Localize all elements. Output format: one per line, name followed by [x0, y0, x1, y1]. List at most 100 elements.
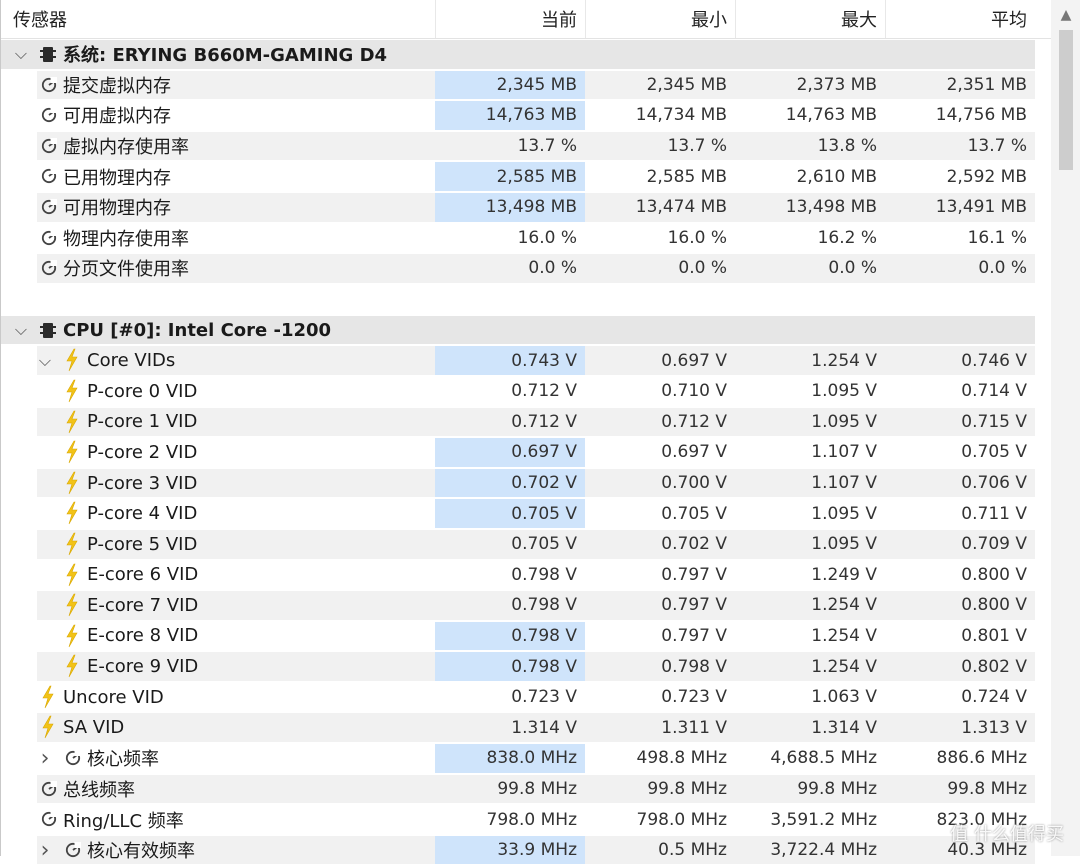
- voltage-bolt-icon: [41, 685, 55, 709]
- column-header-max[interactable]: 最大: [735, 0, 885, 38]
- sensor-row[interactable]: Uncore VID 0.723 V 0.723 V 1.063 V 0.724 V: [1, 682, 1051, 713]
- column-header-sensor[interactable]: 传感器: [13, 10, 67, 31]
- max-value: 2,610 MB: [796, 166, 877, 187]
- current-value: 798.0 MHz: [486, 809, 577, 830]
- current-value: 13.7 %: [517, 136, 577, 157]
- current-value: 0.697 V: [511, 442, 577, 463]
- row-stripe: [37, 713, 1035, 743]
- gauge-icon: [41, 168, 58, 184]
- current-value: 33.9 MHz: [497, 840, 577, 861]
- current-value: 0.723 V: [511, 687, 577, 708]
- max-value: 4,688.5 MHz: [770, 748, 877, 769]
- current-value-highlight: [435, 346, 585, 375]
- sensor-label: Ring/LLC 频率: [63, 810, 184, 832]
- scroll-up-arrow-icon[interactable]: ▲: [1060, 7, 1072, 23]
- voltage-bolt-icon: [65, 379, 79, 403]
- current-value: 0.798 V: [511, 564, 577, 585]
- gauge-icon: [41, 198, 58, 215]
- sensor-label: E-core 7 VID: [87, 594, 199, 616]
- sensor-row[interactable]: Ring/LLC 频率 798.0 MHz 798.0 MHz 3,591.2 MHz…: [1, 804, 1051, 835]
- sensor-row[interactable]: P-core 0 VID 0.712 V 0.710 V 1.095 V 0.714 V: [1, 376, 1051, 407]
- group-header-row[interactable]: ⌵ 系统: ERYING B660M-GAMING D4: [1, 39, 1051, 70]
- sensor-row[interactable]: 总线频率 99.8 MHz 99.8 MHz 99.8 MHz 99.8 MHz: [1, 774, 1051, 805]
- column-header-min[interactable]: 最小: [585, 0, 735, 38]
- max-value: 1.314 V: [811, 717, 877, 738]
- min-value: 0.697 V: [661, 442, 727, 463]
- sensor-label: 提交虚拟内存: [63, 75, 171, 97]
- sensor-row[interactable]: 提交虚拟内存 2,345 MB 2,345 MB 2,373 MB 2,351 MB: [1, 70, 1051, 101]
- voltage-bolt-icon: [65, 440, 79, 464]
- sensor-row[interactable]: P-core 2 VID 0.697 V 0.697 V 1.107 V 0.705 V: [1, 437, 1051, 468]
- column-header-current[interactable]: 当前: [435, 0, 585, 38]
- avg-value: 0.0 %: [978, 258, 1027, 279]
- scrollbar-thumb[interactable]: [1059, 30, 1073, 170]
- current-value-highlight: [435, 621, 585, 651]
- group-spacer: [1, 284, 1051, 315]
- sensor-row[interactable]: 可用物理内存 13,498 MB 13,474 MB 13,498 MB 13,491 …: [1, 192, 1051, 223]
- sensor-row[interactable]: E-core 7 VID 0.798 V 0.797 V 1.254 V 0.800 V: [1, 590, 1051, 621]
- sensor-row[interactable]: 分页文件使用率 0.0 % 0.0 % 0.0 % 0.0 %: [1, 253, 1051, 284]
- vertical-scrollbar[interactable]: ▲: [1051, 0, 1080, 856]
- chevron-right-icon[interactable]: ›: [40, 837, 50, 863]
- chevron-right-icon[interactable]: ›: [40, 745, 50, 771]
- watermark: 值 什么值得买: [950, 824, 1064, 845]
- min-value: 14,734 MB: [635, 105, 727, 126]
- group-row-background: [1, 40, 1035, 69]
- sensor-row[interactable]: 已用物理内存 2,585 MB 2,585 MB 2,610 MB 2,592 MB: [1, 161, 1051, 192]
- min-value: 2,585 MB: [646, 166, 727, 187]
- sensor-label: Core VIDs: [87, 350, 176, 372]
- sensor-row[interactable]: › 核心有效频率 33.9 MHz 0.5 MHz 3,722.4 MHz 40.3 MH…: [1, 835, 1051, 865]
- min-value: 0.798 V: [661, 656, 727, 677]
- max-value: 3,722.4 MHz: [770, 840, 877, 861]
- min-value: 498.8 MHz: [636, 748, 727, 769]
- sensor-row[interactable]: E-core 8 VID 0.798 V 0.797 V 1.254 V 0.801 V: [1, 621, 1051, 652]
- current-value: 838.0 MHz: [486, 748, 577, 769]
- chevron-down-icon[interactable]: ⌵: [38, 350, 52, 370]
- avg-value: 0.709 V: [961, 534, 1027, 555]
- avg-value: 2,592 MB: [946, 166, 1027, 187]
- current-value: 0.798 V: [511, 595, 577, 616]
- row-stripe: [37, 529, 1035, 559]
- sensor-row[interactable]: 虚拟内存使用率 13.7 % 13.7 % 13.8 % 13.7 %: [1, 131, 1051, 162]
- sensor-row[interactable]: E-core 9 VID 0.798 V 0.798 V 1.254 V 0.802 V: [1, 651, 1051, 682]
- sensor-row[interactable]: P-core 5 VID 0.705 V 0.702 V 1.095 V 0.709 V: [1, 529, 1051, 560]
- gauge-icon: [41, 107, 58, 123]
- avg-value: 0.802 V: [961, 656, 1027, 677]
- sensor-row[interactable]: P-core 3 VID 0.702 V 0.700 V 1.107 V 0.706 V: [1, 468, 1051, 499]
- min-value: 798.0 MHz: [636, 809, 727, 830]
- gauge-icon: [65, 750, 82, 766]
- sensor-row[interactable]: 可用虚拟内存 14,763 MB 14,734 MB 14,763 MB 14,756 …: [1, 100, 1051, 131]
- current-value: 0.705 V: [511, 534, 577, 555]
- voltage-bolt-icon: [65, 624, 79, 648]
- gauge-icon: [41, 137, 58, 154]
- column-header-avg[interactable]: 平均: [885, 0, 1035, 38]
- sensor-row[interactable]: ⌵ Core VIDs 0.743 V 0.697 V 1.254 V 0.746 V: [1, 345, 1051, 376]
- sensor-label: 核心频率: [87, 749, 159, 771]
- min-value: 1.311 V: [661, 717, 727, 738]
- sensor-label: 核心有效频率: [87, 841, 195, 863]
- sensor-label: E-core 9 VID: [87, 656, 199, 678]
- current-value: 2,585 MB: [496, 166, 577, 187]
- max-value: 13.8 %: [817, 136, 877, 157]
- current-value: 13,498 MB: [485, 197, 577, 218]
- sensor-row[interactable]: › 核心频率 838.0 MHz 498.8 MHz 4,688.5 MHz 886.6 …: [1, 743, 1051, 774]
- avg-value: 886.6 MHz: [936, 748, 1027, 769]
- max-value: 1.063 V: [811, 687, 877, 708]
- sensor-row[interactable]: P-core 4 VID 0.705 V 0.705 V 1.095 V 0.711 V: [1, 498, 1051, 529]
- current-value: 0.702 V: [511, 473, 577, 494]
- group-header-row[interactable]: ⌵ CPU [#0]: Intel Core -1200: [1, 315, 1051, 346]
- min-value: 0.712 V: [661, 411, 727, 432]
- voltage-bolt-icon: [65, 348, 79, 372]
- max-value: 0.0 %: [828, 258, 877, 279]
- avg-value: 0.724 V: [961, 687, 1027, 708]
- chevron-down-icon[interactable]: ⌵: [14, 320, 28, 340]
- chevron-down-icon[interactable]: ⌵: [14, 44, 28, 64]
- current-value: 0.798 V: [511, 625, 577, 646]
- gauge-icon: [41, 229, 58, 246]
- sensor-row[interactable]: E-core 6 VID 0.798 V 0.797 V 1.249 V 0.800 V: [1, 560, 1051, 591]
- current-value-highlight: [435, 468, 585, 498]
- sensor-row[interactable]: SA VID 1.314 V 1.311 V 1.314 V 1.313 V: [1, 712, 1051, 743]
- sensor-row[interactable]: 物理内存使用率 16.0 % 16.0 % 16.2 % 16.1 %: [1, 223, 1051, 254]
- sensor-row[interactable]: P-core 1 VID 0.712 V 0.712 V 1.095 V 0.715 V: [1, 407, 1051, 438]
